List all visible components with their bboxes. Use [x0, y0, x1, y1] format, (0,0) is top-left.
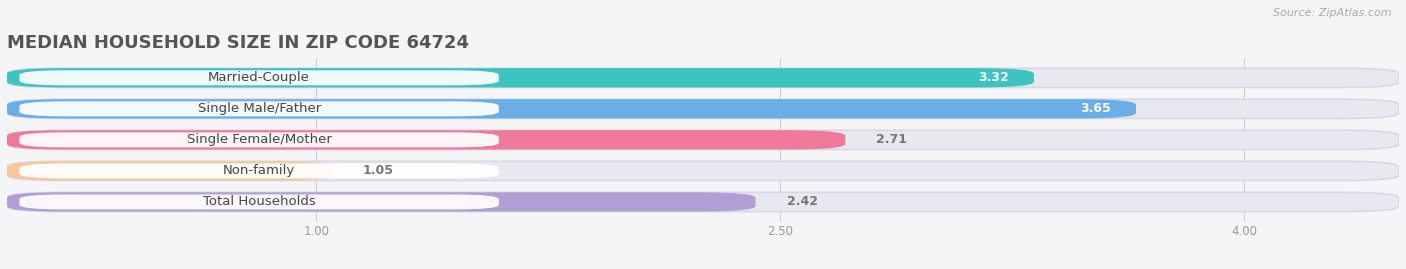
- FancyBboxPatch shape: [7, 99, 1136, 118]
- Text: Source: ZipAtlas.com: Source: ZipAtlas.com: [1274, 8, 1392, 18]
- FancyBboxPatch shape: [7, 130, 1399, 150]
- Text: MEDIAN HOUSEHOLD SIZE IN ZIP CODE 64724: MEDIAN HOUSEHOLD SIZE IN ZIP CODE 64724: [7, 34, 470, 52]
- Text: Single Male/Father: Single Male/Father: [197, 102, 321, 115]
- FancyBboxPatch shape: [7, 161, 1399, 180]
- FancyBboxPatch shape: [20, 70, 499, 85]
- Text: 1.05: 1.05: [363, 164, 394, 178]
- FancyBboxPatch shape: [20, 101, 499, 116]
- FancyBboxPatch shape: [7, 99, 1399, 118]
- FancyBboxPatch shape: [7, 68, 1033, 87]
- FancyBboxPatch shape: [20, 132, 499, 147]
- Text: Non-family: Non-family: [224, 164, 295, 178]
- Text: Married-Couple: Married-Couple: [208, 71, 311, 84]
- FancyBboxPatch shape: [7, 192, 755, 212]
- FancyBboxPatch shape: [7, 130, 845, 150]
- Text: 3.32: 3.32: [979, 71, 1010, 84]
- Text: 3.65: 3.65: [1081, 102, 1111, 115]
- FancyBboxPatch shape: [20, 163, 499, 178]
- FancyBboxPatch shape: [7, 192, 1399, 212]
- FancyBboxPatch shape: [7, 161, 332, 180]
- Text: 2.42: 2.42: [786, 196, 817, 208]
- Text: 2.71: 2.71: [876, 133, 907, 146]
- Text: Single Female/Mother: Single Female/Mother: [187, 133, 332, 146]
- Text: Total Households: Total Households: [202, 196, 315, 208]
- FancyBboxPatch shape: [20, 194, 499, 210]
- FancyBboxPatch shape: [7, 68, 1399, 87]
